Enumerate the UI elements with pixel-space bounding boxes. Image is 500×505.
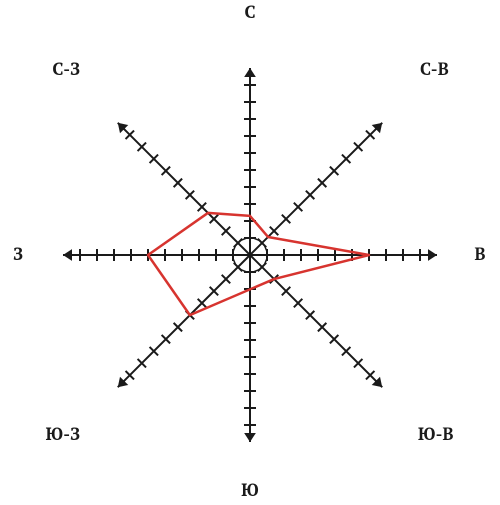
axis-SE	[250, 255, 382, 387]
wind-rose-diagram: С С-В В Ю-В Ю Ю-З З С-З	[0, 0, 500, 505]
axes-group	[63, 68, 437, 442]
axis-label-E: В	[474, 242, 485, 265]
axis-label-W: З	[13, 242, 23, 265]
axis-arrowhead	[244, 433, 256, 442]
axis-arrowhead	[63, 249, 72, 261]
axis-label-SE: Ю-В	[418, 422, 454, 445]
axis-label-NW: С-З	[52, 57, 80, 80]
axis-NW	[118, 123, 250, 255]
axis-label-SW: Ю-З	[46, 422, 81, 445]
axis-label-NE: С-В	[420, 57, 449, 80]
axis-label-S: Ю	[241, 478, 258, 501]
axis-NE	[250, 123, 382, 255]
axis-SW	[118, 255, 250, 387]
axis-arrowhead	[428, 249, 437, 261]
axis-label-N: С	[244, 0, 255, 23]
axis-arrowhead	[244, 68, 256, 77]
